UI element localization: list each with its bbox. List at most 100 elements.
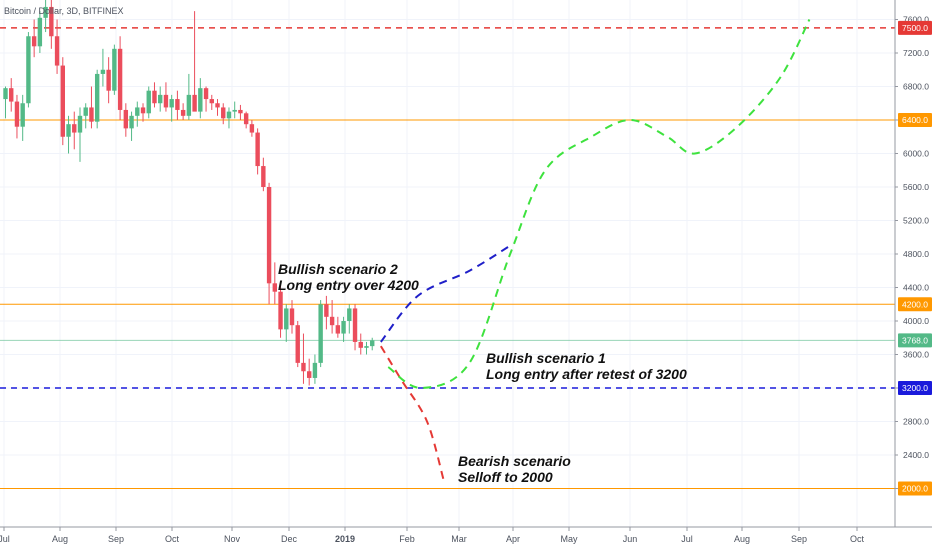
price-badge-label: 3200.0 <box>902 383 928 393</box>
candle-body <box>255 132 260 167</box>
candle-body <box>306 371 312 378</box>
price-badge <box>898 481 932 496</box>
candle-body <box>232 109 237 112</box>
candle-body <box>203 88 209 100</box>
price-badge-label: 7500.0 <box>902 23 928 33</box>
annotation-bear: Selloff to 2000 <box>458 469 553 485</box>
price-tick-label: 2400.0 <box>903 450 929 460</box>
time-tick-label: Oct <box>165 534 180 544</box>
candle-body <box>117 48 123 110</box>
candle-body <box>66 124 71 137</box>
price-badge <box>898 297 932 312</box>
candle-body <box>31 36 37 47</box>
candle-body <box>43 6 48 18</box>
candle-body <box>272 283 278 292</box>
candle-body <box>347 308 352 321</box>
candle-body <box>20 103 25 127</box>
candle-body <box>100 69 106 74</box>
time-tick-label: Sep <box>108 534 124 544</box>
candle-body <box>37 17 43 47</box>
candle-body <box>318 304 323 363</box>
price-badge <box>898 333 932 348</box>
axes <box>0 0 932 528</box>
time-axis-labels: Jul Aug Sep Oct Nov Dec 2019 Feb Mar Apr May Jun Jul… <box>0 527 864 544</box>
time-tick-label: Oct <box>850 534 865 544</box>
projection-path <box>387 19 811 390</box>
horizontal-levels <box>0 27 895 489</box>
candle-body <box>261 166 266 187</box>
grid <box>0 0 895 527</box>
candle-body <box>14 101 20 127</box>
candle-body <box>221 107 226 119</box>
candle-body <box>249 124 255 133</box>
price-badge-label: 3768.0 <box>902 335 928 345</box>
candle-body <box>140 107 146 114</box>
time-tick-label: Dec <box>281 534 298 544</box>
projection-path <box>379 345 445 481</box>
projection-path <box>380 244 511 343</box>
time-tick-label: Aug <box>52 534 68 544</box>
candle-body <box>186 94 192 116</box>
price-badge <box>898 113 932 127</box>
candle-body <box>312 362 318 378</box>
time-tick-label: Sep <box>791 534 807 544</box>
price-tick-label: 4000.0 <box>903 316 929 326</box>
candle-body <box>192 94 197 112</box>
candle-body <box>60 65 65 137</box>
price-tick-label: 4800.0 <box>903 249 929 259</box>
time-tick-label: Nov <box>224 534 241 544</box>
candle-body <box>352 308 358 342</box>
candle-body <box>112 48 117 91</box>
annotation-bull2: Bullish scenario 2 <box>278 261 398 277</box>
candle-body <box>54 36 60 66</box>
price-tick-label: 3600.0 <box>903 350 929 360</box>
price-level-badges: 7500.0 6400.0 4200.0 3768.0 3200.0 2000.0 <box>898 20 932 496</box>
price-tick-label: 7600.0 <box>903 15 929 25</box>
candle-body <box>77 115 83 133</box>
candle-body <box>72 124 77 133</box>
candle-body <box>135 107 140 116</box>
candle-body <box>123 109 129 129</box>
candle-body <box>370 340 375 347</box>
candle-body <box>180 109 186 116</box>
time-tick-label: Jul <box>0 534 10 544</box>
candles <box>3 0 375 386</box>
time-tick-label: Aug <box>734 534 750 544</box>
annotation-bull1: Long entry after retest of 3200 <box>486 366 687 382</box>
candle-body <box>358 341 363 348</box>
candle-body <box>295 325 300 363</box>
candle-body <box>329 316 335 326</box>
candle-body <box>89 107 94 122</box>
price-tick-label: 6800.0 <box>903 82 929 92</box>
price-tick-label: 4400.0 <box>903 283 929 293</box>
candle-body <box>49 6 54 37</box>
candle-body <box>243 113 249 125</box>
candle-body <box>175 99 180 110</box>
candle-body <box>94 73 100 122</box>
annotation-bear: Bearish scenario <box>458 453 571 469</box>
candle-body <box>209 99 214 104</box>
time-tick-label: 2019 <box>335 534 355 544</box>
price-badge <box>898 20 932 35</box>
time-tick-label: Jul <box>681 534 693 544</box>
candle-body <box>341 321 346 334</box>
candle-body <box>129 115 134 129</box>
projection-paths <box>379 19 811 481</box>
time-tick-label: Feb <box>399 534 415 544</box>
candle-body <box>26 36 31 104</box>
candle-body <box>289 308 295 326</box>
candle-body <box>158 94 163 104</box>
candle-body <box>226 111 232 119</box>
candle-body <box>198 88 203 112</box>
candle-body <box>215 103 220 108</box>
candle-body <box>301 362 306 372</box>
candle-body <box>324 304 329 317</box>
price-badge <box>898 381 932 395</box>
price-badge-label: 6400.0 <box>902 115 928 125</box>
candle-body <box>152 90 157 104</box>
price-tick-label: 5600.0 <box>903 182 929 192</box>
time-tick-label: Apr <box>506 534 520 544</box>
candle-body <box>169 99 174 108</box>
